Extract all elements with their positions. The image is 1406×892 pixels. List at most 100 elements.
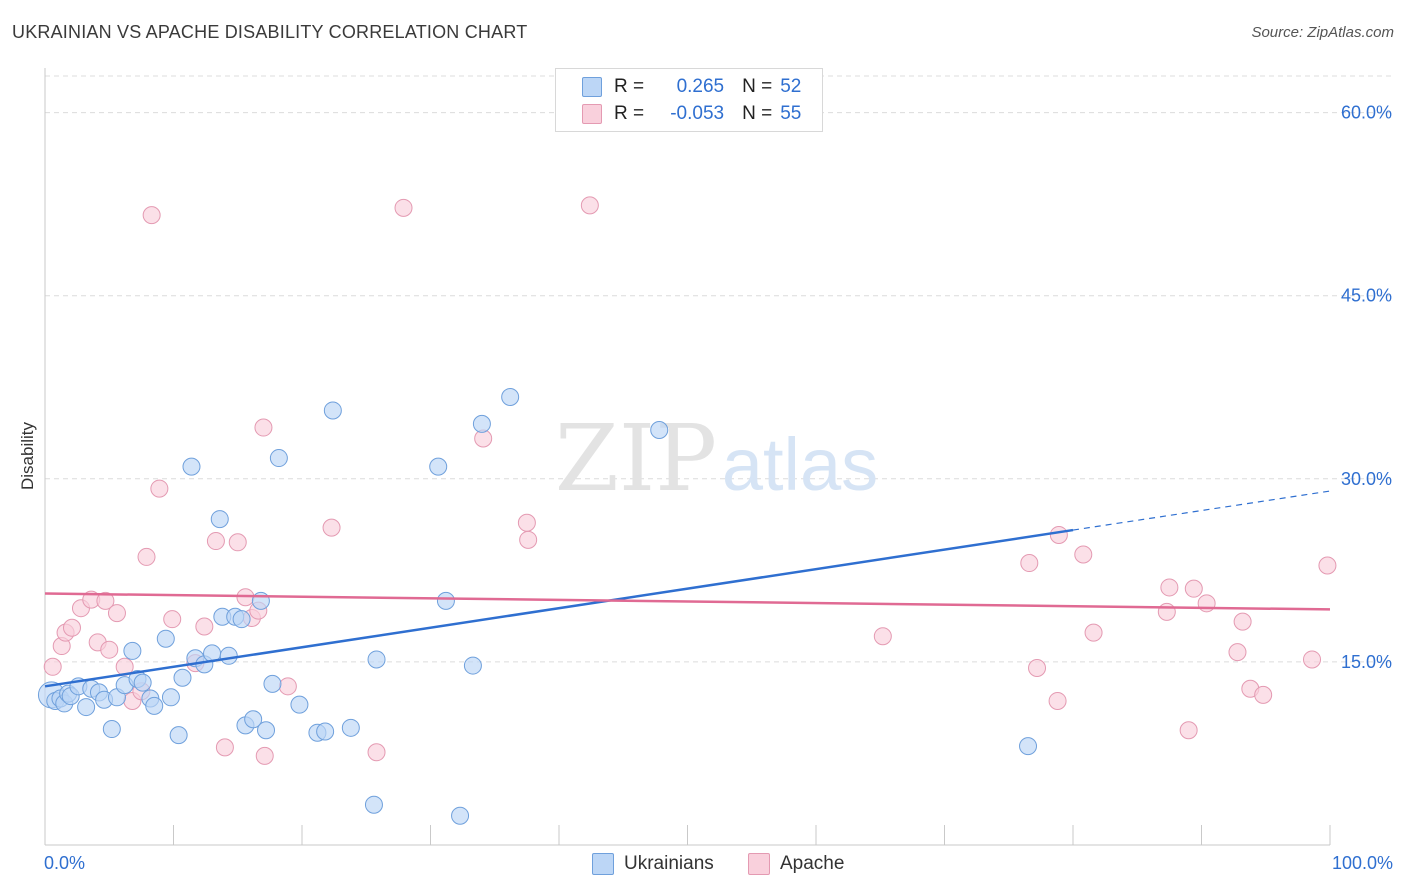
apache-point [254, 418, 273, 437]
blue-swatch [592, 853, 614, 875]
chart-title: UKRAINIAN VS APACHE DISABILITY CORRELATI… [12, 22, 528, 42]
apache-point [1084, 623, 1103, 642]
apache-point [163, 610, 182, 629]
apache-point [517, 513, 536, 532]
ukrainians-point [290, 695, 309, 714]
ukrainians-point [341, 718, 360, 737]
apache-point [107, 604, 126, 623]
apache-point [278, 677, 297, 696]
apache-point [580, 196, 599, 215]
y-tick-label: 60.0% [1341, 103, 1392, 123]
ukrainians-point [123, 641, 142, 660]
grid-lines [45, 75, 1392, 663]
ukrainians-point [463, 656, 482, 675]
pink-swatch [748, 853, 770, 875]
watermark-zip: ZIP [555, 405, 717, 512]
ukrainians-point [244, 710, 263, 729]
apache-point [62, 618, 81, 637]
axes [44, 68, 1331, 846]
apache-point [228, 533, 247, 552]
apache-point [519, 530, 538, 549]
apache-point [1179, 721, 1198, 740]
ukrainians-point [269, 449, 288, 468]
ukrainians-point [161, 688, 180, 707]
ukrainians-point [257, 721, 276, 740]
x-tick-label: 100.0% [1332, 853, 1393, 873]
apache-point [100, 640, 119, 659]
axis-labels: 15.0% 30.0% 45.0% 60.0% 0.0% 100.0% Disability [18, 103, 1393, 873]
pink-swatch [582, 104, 602, 124]
ukrainians-point [145, 696, 164, 715]
apache-point [195, 617, 214, 636]
n-label: N = [742, 103, 773, 124]
r-value: 0.265 [676, 76, 725, 97]
ukrainians-point [210, 510, 229, 529]
ukrainians-point [472, 414, 491, 433]
n-label: N = [742, 76, 773, 97]
apache-point [137, 547, 156, 566]
n-value: 52 [780, 76, 802, 97]
x-tick-label: 0.0% [44, 853, 85, 873]
apache-point [1020, 554, 1039, 573]
ukrainians-trend-line [44, 528, 1074, 688]
ukrainians-point [367, 650, 386, 669]
trend-lines [44, 490, 1331, 688]
legend-item-apache[interactable]: Apache [748, 852, 844, 876]
legend-item-ukrainians[interactable]: Ukrainians [592, 852, 714, 876]
ukrainians-point [364, 795, 383, 814]
ukrainians-point [219, 646, 238, 665]
apache-point [1049, 525, 1068, 544]
apache-point [150, 479, 169, 498]
ukrainians-point [232, 610, 251, 629]
ukrainians-point [263, 674, 282, 693]
apache-point [142, 206, 161, 225]
legend-row-ukrainians: R = 0.265 N = 52 [556, 75, 801, 99]
apache-point [1028, 659, 1047, 678]
apache-point [255, 746, 274, 765]
watermark: ZIP atlas [555, 405, 878, 512]
apache-point [1303, 650, 1322, 669]
ukrainians-point [501, 388, 520, 407]
apache-point [1184, 579, 1203, 598]
legend-row-apache: R = -0.053 N = 55 [556, 102, 801, 126]
ukrainians-point [451, 806, 470, 825]
apache-point [43, 657, 62, 676]
apache-point [1197, 594, 1216, 613]
ukrainians-point [173, 668, 192, 687]
apache-point [394, 198, 413, 217]
ukrainians-point [323, 401, 342, 420]
ukrainians-point [1019, 737, 1038, 756]
watermark-atlas: atlas [722, 423, 878, 506]
r-value: -0.053 [670, 103, 725, 124]
apache-point [206, 532, 225, 551]
apache-point [1048, 691, 1067, 710]
y-tick-label: 15.0% [1341, 652, 1392, 672]
correlation-legend: R = 0.265 N = 52 R = -0.053 N = 55 [555, 68, 823, 132]
ukrainians-point [436, 591, 455, 610]
legend-label: Ukrainians [624, 853, 714, 874]
ukrainians-point [77, 698, 96, 717]
n-value: 55 [780, 103, 802, 124]
apache-point [1160, 578, 1179, 597]
apache-point [96, 591, 115, 610]
apache-trend-line [44, 592, 1331, 611]
ukrainians-point [102, 720, 121, 739]
source-label: Source: ZipAtlas.com [1251, 24, 1394, 41]
ukrainians-point [133, 673, 152, 692]
apache-point [322, 518, 341, 537]
apache-point [873, 627, 892, 646]
legend-label: Apache [780, 853, 845, 874]
y-axis-label: Disability [18, 421, 37, 490]
r-label: R = [614, 103, 645, 124]
blue-swatch [582, 77, 602, 97]
r-label: R = [614, 76, 645, 97]
apache-point [1233, 612, 1252, 631]
ukrainians-point [650, 420, 669, 439]
ukrainians-points [37, 388, 1038, 825]
ukrainians-point [169, 726, 188, 745]
apache-point [215, 738, 234, 757]
apache-point [1228, 643, 1247, 662]
ukrainians-point [156, 629, 175, 648]
y-tick-label: 30.0% [1341, 469, 1392, 489]
